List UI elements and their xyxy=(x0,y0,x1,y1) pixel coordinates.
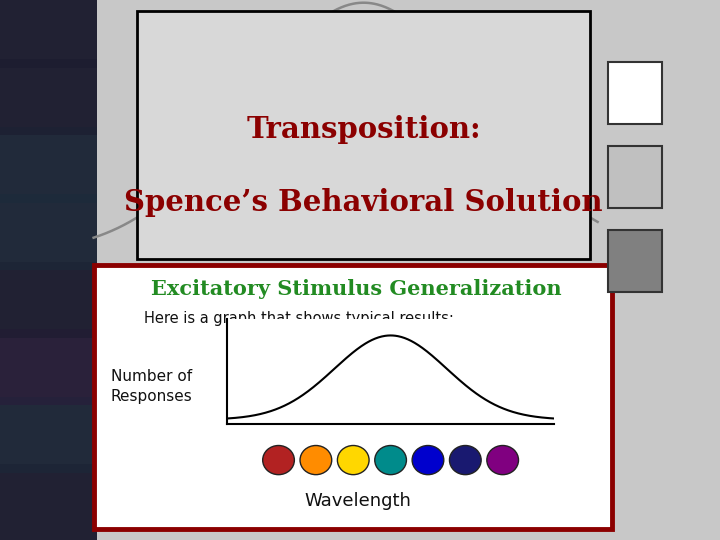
Bar xyxy=(608,62,662,124)
Bar xyxy=(0,329,97,405)
Bar xyxy=(608,146,662,208)
Bar xyxy=(94,265,612,529)
Bar xyxy=(608,230,662,292)
Bar xyxy=(0,59,97,135)
Text: Number of
Responses: Number of Responses xyxy=(110,369,192,403)
Text: Wavelength: Wavelength xyxy=(305,492,411,510)
Bar xyxy=(137,11,590,259)
Bar xyxy=(0,464,97,540)
Text: Here is a graph that shows typical results:: Here is a graph that shows typical resul… xyxy=(144,311,454,326)
Text: Spence’s Behavioral Solution: Spence’s Behavioral Solution xyxy=(125,188,603,217)
Text: Transposition:: Transposition: xyxy=(246,115,481,144)
Bar xyxy=(0,127,97,202)
Bar xyxy=(0,0,97,540)
Bar xyxy=(0,262,97,338)
Bar xyxy=(0,397,97,472)
Bar xyxy=(97,0,720,540)
Bar xyxy=(0,0,97,68)
Text: Excitatory Stimulus Generalization: Excitatory Stimulus Generalization xyxy=(151,279,562,299)
Bar xyxy=(0,194,97,270)
